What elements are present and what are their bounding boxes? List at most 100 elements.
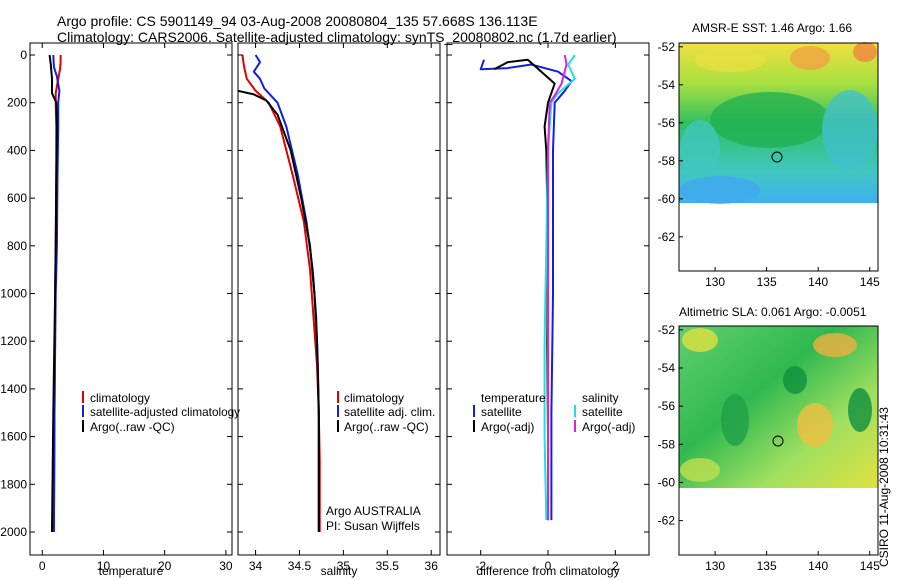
sst-warm-patch (695, 48, 765, 72)
x-tick-label: 36 (425, 559, 439, 573)
sst-cold-patch (680, 176, 760, 204)
lon-tick-label: 140 (808, 275, 828, 289)
x-tick-label: 20 (158, 559, 172, 573)
sla-map-title: Altimetric SLA: 0.061 Argo: -0.0051 (679, 305, 867, 319)
y-tick-label: 0 (20, 48, 27, 62)
salinity-legend: climatology satellite adj. clim. Argo(..… (326, 391, 435, 533)
legend-label-temp-argo: Argo(-adj) (481, 420, 534, 434)
sla-map-blobs (680, 328, 872, 482)
y-tick-label: 800 (7, 239, 27, 253)
lat-tick-label: -56 (658, 399, 676, 413)
y-tick-label: 1200 (0, 334, 27, 348)
y-tick-label: 1600 (0, 430, 27, 444)
temperature-panel: 0 10 20 30 0 200 400 600 800 1000 1200 1400 1600 1800… (0, 42, 233, 578)
y-tick-label: 1400 (0, 382, 27, 396)
legend-header-salinity: salinity (582, 391, 619, 405)
axes-frame (29, 42, 233, 556)
lon-tick-label: 145 (860, 559, 880, 573)
x-tick-label: 2 (612, 559, 619, 573)
sla-high-patch (797, 403, 833, 447)
x-axis-label: temperature (99, 564, 164, 578)
lat-tick-label: -58 (658, 154, 676, 168)
sst-argo-marker (771, 151, 783, 163)
y-tick-label: 200 (7, 96, 27, 110)
sla-low-patch (848, 388, 872, 432)
legend-label-sal-argo: Argo(-adj) (582, 420, 635, 434)
sst-map-panel: AMSR-E SST: 1.46 Argo: 1.66 130 135 140 145… (658, 21, 880, 289)
sst-map-frame (678, 42, 879, 272)
sla-high-patch (682, 328, 718, 352)
y-tick-label: 400 (7, 143, 27, 157)
lat-tick-label: -62 (658, 514, 676, 528)
sla-high-patch (680, 458, 720, 482)
sst-cool-patch (680, 120, 720, 180)
lat-tick-label: -58 (658, 437, 676, 451)
lon-tick-label: 135 (757, 559, 777, 573)
legend-label-temp-satellite: satellite (481, 405, 522, 419)
lat-tick-label: -60 (658, 475, 676, 489)
sst-map-ticks: 130 135 140 145 -52 -54 -56 -58 -60 -62 (658, 40, 880, 289)
lon-tick-label: 145 (860, 275, 880, 289)
figure-title-line1: Argo profile: CS 5901149_94 03-Aug-2008 … (57, 13, 538, 29)
figure-title-line2: Climatology: CARS2006. Satellite-adjuste… (57, 29, 617, 45)
sst-cool-patch (822, 90, 878, 170)
lat-tick-label: -56 (658, 116, 676, 130)
x-tick-label: 0 (39, 559, 46, 573)
lat-tick-label: -54 (658, 361, 676, 375)
float-institution-annotation: Argo AUSTRALIA (326, 504, 421, 518)
series-line-3 (547, 54, 568, 521)
lat-tick-label: -52 (658, 40, 676, 54)
y-tick-label: 1800 (0, 477, 27, 491)
y-tick-label: 1000 (0, 287, 27, 301)
lon-tick-label: 140 (808, 559, 828, 573)
x-tick-label: 35 (337, 559, 351, 573)
lon-tick-label: 130 (705, 559, 725, 573)
axes-frame (237, 42, 441, 556)
x-tick-label: 30 (219, 559, 233, 573)
sst-green-patch (710, 92, 830, 148)
legend-label-climatology: climatology (90, 391, 150, 405)
lat-tick-label: -62 (658, 230, 676, 244)
sla-map-panel: Altimetric SLA: 0.061 Argo: -0.0051 130 1… (658, 305, 880, 573)
legend-label-sal-satellite: satellite (582, 405, 623, 419)
lon-tick-label: 130 (705, 275, 725, 289)
sla-argo-marker (772, 435, 784, 447)
series-line-2 (237, 89, 320, 532)
x-tick-label: 34.5 (288, 559, 312, 573)
float-pi-annotation: PI: Susan Wijffels (326, 519, 420, 533)
sst-warm-patch (790, 46, 830, 70)
credit-timestamp: CSIRO 11-Aug-2008 10:31:43 (877, 407, 891, 567)
series-line-1 (252, 54, 320, 532)
legend-header-temperature: temperature (481, 391, 546, 405)
y-tick-label: 600 (7, 191, 27, 205)
sla-low-patch (721, 394, 749, 446)
sla-low-patch (783, 366, 807, 394)
sst-map-title: AMSR-E SST: 1.46 Argo: 1.66 (692, 21, 852, 35)
lat-tick-label: -60 (658, 192, 676, 206)
sla-map-frame (678, 325, 879, 556)
x-axis-label: difference from climatology (476, 564, 619, 578)
legend-label-argo: Argo(..raw -QC) (344, 420, 429, 434)
sla-map-ticks: 130 135 140 145 -52 -54 -56 -58 -60 -62 (658, 323, 880, 573)
legend-label-climatology: climatology (344, 391, 404, 405)
temperature-legend: climatology satellite-adjusted climatolo… (82, 391, 240, 434)
series-line-2 (48, 54, 58, 533)
sst-warm-patch (853, 42, 877, 62)
x-tick-label: 35.5 (376, 559, 400, 573)
x-tick-label: -2 (475, 559, 486, 573)
legend-label-argo: Argo(..raw -QC) (90, 420, 175, 434)
difference-legend: temperature salinity satellite Argo(-adj… (473, 391, 635, 434)
y-tick-label: 2000 (0, 525, 27, 539)
sst-map-blobs (680, 42, 878, 204)
legend-label-satellite: satellite adj. clim. (344, 405, 435, 419)
x-tick-label: 10 (97, 559, 111, 573)
salinity-panel: 34 34.5 35 35.5 36 salinity (237, 42, 441, 578)
x-tick-label: 34 (249, 559, 263, 573)
series-line-0 (479, 59, 573, 521)
lat-tick-label: -52 (658, 323, 676, 337)
lon-tick-label: 135 (757, 275, 777, 289)
sla-high-patch (813, 333, 857, 357)
lat-tick-label: -54 (658, 78, 676, 92)
